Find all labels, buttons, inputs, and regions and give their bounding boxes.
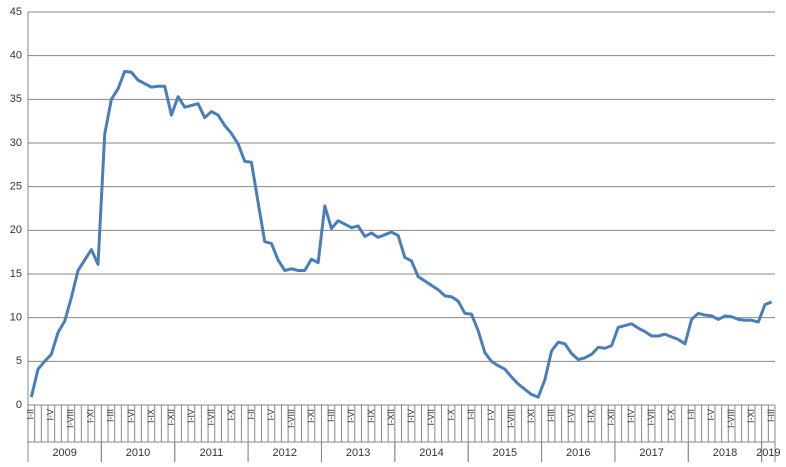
x-tick-label: I-VI <box>126 409 136 423</box>
x-tick-label: I-X <box>666 409 676 421</box>
x-tick-label: I-XII <box>606 409 616 426</box>
x-tick-label: I-V <box>486 409 496 421</box>
y-tick-label: 25 <box>10 181 22 193</box>
x-tick-label: I-VIII <box>506 409 516 428</box>
x-tick-label: I-IV <box>406 409 416 423</box>
x-tick-label: I-III <box>106 409 116 422</box>
x-group-label: 2015 <box>493 447 517 459</box>
x-tick-label: I-V <box>46 409 56 421</box>
y-tick-label: 45 <box>10 6 22 18</box>
y-tick-label: 5 <box>16 355 22 367</box>
x-tick-label: I-V <box>706 409 716 421</box>
y-tick-label: 40 <box>10 50 22 62</box>
x-tick-label: I-IV <box>626 409 636 423</box>
x-tick-label: I-VII <box>426 409 436 426</box>
x-tick-label: I-II <box>26 409 36 420</box>
x-tick-label: I-III <box>546 409 556 422</box>
x-tick-label: I-X <box>446 409 456 421</box>
y-tick-label: 15 <box>10 268 22 280</box>
x-tick-label: I-II <box>686 409 696 420</box>
x-tick-label: I-III <box>766 409 776 422</box>
x-tick-label: I-VIII <box>286 409 296 428</box>
x-group-label: 2018 <box>713 447 737 459</box>
x-tick-label: I-IX <box>366 409 376 423</box>
x-tick-label: I-XII <box>386 409 396 426</box>
x-group-label: 2013 <box>346 447 370 459</box>
line-series <box>29 69 773 399</box>
x-tick-label: I-XI <box>526 409 536 423</box>
x-tick-label: I-XI <box>746 409 756 423</box>
x-tick-label: I-VIII <box>726 409 736 428</box>
x-tick-label: I-VII <box>646 409 656 426</box>
y-tick-label: 10 <box>10 312 22 324</box>
x-tick-label: I-VI <box>346 409 356 423</box>
x-group-label: 2012 <box>273 447 297 459</box>
x-tick-label: I-VIII <box>66 409 76 428</box>
y-tick-label: 30 <box>10 137 22 149</box>
x-tick-label: I-XI <box>86 409 96 423</box>
x-group-label: 2017 <box>639 447 663 459</box>
x-group-label: 2014 <box>419 447 443 459</box>
x-tick-label: I-III <box>326 409 336 422</box>
x-group-label: 2009 <box>52 447 76 459</box>
x-group-label: 2019 <box>756 447 780 459</box>
x-tick-label: I-IX <box>586 409 596 423</box>
x-tick-label: I-XI <box>306 409 316 423</box>
x-group-label: 2016 <box>566 447 590 459</box>
x-tick-label: I-VII <box>206 409 216 426</box>
x-group-label: 2011 <box>200 447 224 459</box>
x-tick-label: I-X <box>226 409 236 421</box>
x-tick-label: I-VI <box>566 409 576 423</box>
y-tick-label: 35 <box>10 93 22 105</box>
x-tick-label: I-II <box>246 409 256 420</box>
x-tick-label: I-IV <box>186 409 196 423</box>
x-tick-label: I-IX <box>146 409 156 423</box>
x-tick-label: I-II <box>466 409 476 420</box>
y-tick-label: 20 <box>10 224 22 236</box>
x-tick-label: I-V <box>266 409 276 421</box>
y-tick-label: 0 <box>16 399 22 411</box>
x-group-label: 2010 <box>126 447 150 459</box>
x-tick-label: I-XII <box>166 409 176 426</box>
